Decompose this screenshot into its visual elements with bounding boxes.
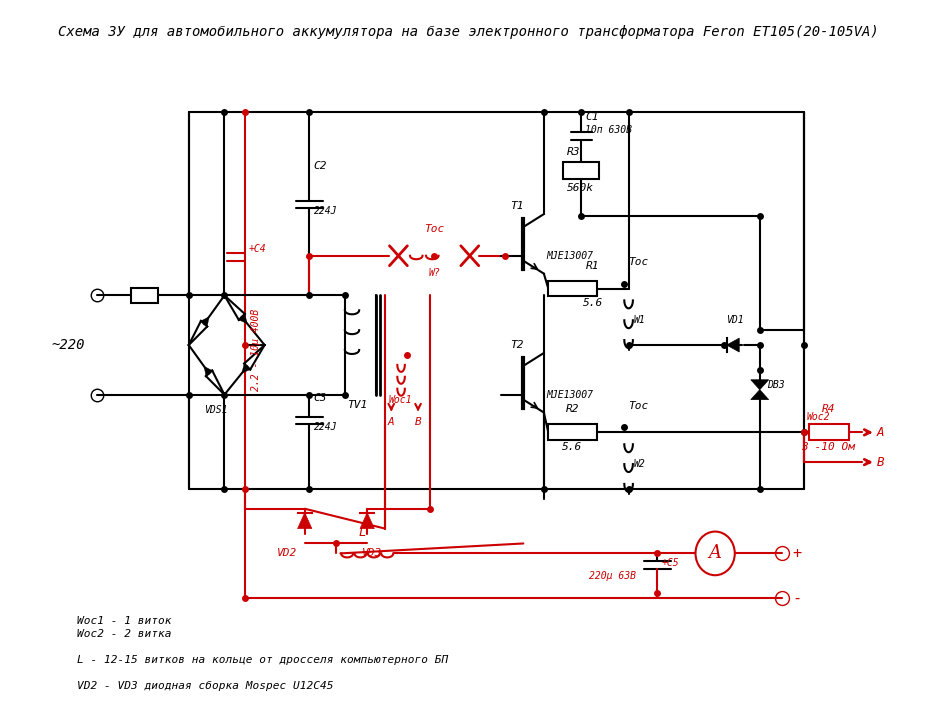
Text: 224J: 224J xyxy=(314,423,337,432)
Text: R4: R4 xyxy=(822,404,835,415)
Text: 10п 630В: 10п 630В xyxy=(585,124,632,135)
Text: Тос: Тос xyxy=(629,257,649,266)
Text: TV1: TV1 xyxy=(346,399,367,410)
Text: VD2 - VD3 диодная сборка Mospec U12C45: VD2 - VD3 диодная сборка Mospec U12C45 xyxy=(77,681,334,690)
Polygon shape xyxy=(360,512,374,529)
Text: R3: R3 xyxy=(567,146,580,157)
Text: B: B xyxy=(877,456,885,469)
Text: Woc1: Woc1 xyxy=(388,394,412,405)
Text: L: L xyxy=(359,526,367,538)
Polygon shape xyxy=(298,512,312,529)
Text: W?: W? xyxy=(429,268,440,278)
Text: DB3: DB3 xyxy=(767,380,784,389)
Text: Woc2: Woc2 xyxy=(807,413,830,423)
Text: A: A xyxy=(877,426,885,439)
Text: C1: C1 xyxy=(585,112,598,122)
Text: Тос: Тос xyxy=(424,224,445,234)
Polygon shape xyxy=(751,380,768,389)
Text: Тос: Тос xyxy=(629,401,649,411)
Polygon shape xyxy=(726,338,739,352)
Text: VD3: VD3 xyxy=(361,548,382,558)
Text: VDS1: VDS1 xyxy=(204,405,227,415)
Text: Woc2 - 2 витка: Woc2 - 2 витка xyxy=(77,628,171,639)
Text: MJE13007: MJE13007 xyxy=(547,389,593,400)
Text: C2: C2 xyxy=(314,162,328,172)
Bar xyxy=(131,288,157,304)
Text: 224J: 224J xyxy=(314,206,337,216)
Text: 560k: 560k xyxy=(567,183,594,193)
Text: W1: W1 xyxy=(634,315,646,325)
Text: R2: R2 xyxy=(565,404,579,415)
Text: 2.2 - 10μ 400В: 2.2 - 10μ 400В xyxy=(251,309,261,391)
Text: T1: T1 xyxy=(510,201,523,211)
Text: Woc1 - 1 виток: Woc1 - 1 виток xyxy=(77,616,171,626)
Bar xyxy=(548,280,597,297)
Text: T2: T2 xyxy=(510,340,523,350)
Text: R1: R1 xyxy=(586,261,600,271)
Text: 5.6: 5.6 xyxy=(563,442,582,452)
Polygon shape xyxy=(241,363,250,373)
Circle shape xyxy=(695,531,735,575)
Text: B: B xyxy=(415,418,421,427)
Polygon shape xyxy=(751,389,768,399)
Text: A: A xyxy=(388,418,394,427)
Text: A: A xyxy=(709,544,722,562)
Text: +C4: +C4 xyxy=(249,244,266,254)
Text: 3 -10 Ом: 3 -10 Ом xyxy=(801,442,856,452)
Text: +: + xyxy=(793,546,802,561)
Text: -: - xyxy=(793,591,802,605)
Text: ~220: ~220 xyxy=(51,338,85,352)
Text: 5.6: 5.6 xyxy=(583,298,603,309)
Text: W2: W2 xyxy=(634,459,646,469)
Text: +C5: +C5 xyxy=(662,558,680,568)
Text: Схема ЗУ для автомобильного аккумулятора на базе электронного трансформатора Fer: Схема ЗУ для автомобильного аккумулятора… xyxy=(58,25,878,39)
Polygon shape xyxy=(204,366,212,376)
Bar xyxy=(809,425,849,440)
Polygon shape xyxy=(201,317,209,326)
Text: VD2: VD2 xyxy=(277,548,297,558)
Text: L - 12-15 витков на кольце от дросселя компьютерного БП: L - 12-15 витков на кольце от дросселя к… xyxy=(77,654,448,664)
Text: VD1: VD1 xyxy=(726,315,743,325)
Polygon shape xyxy=(239,314,247,323)
Text: C3: C3 xyxy=(314,393,328,403)
Bar xyxy=(548,425,597,440)
Text: 220μ 63В: 220μ 63В xyxy=(589,572,636,581)
Text: MJE13007: MJE13007 xyxy=(547,251,593,261)
Bar xyxy=(563,162,599,179)
